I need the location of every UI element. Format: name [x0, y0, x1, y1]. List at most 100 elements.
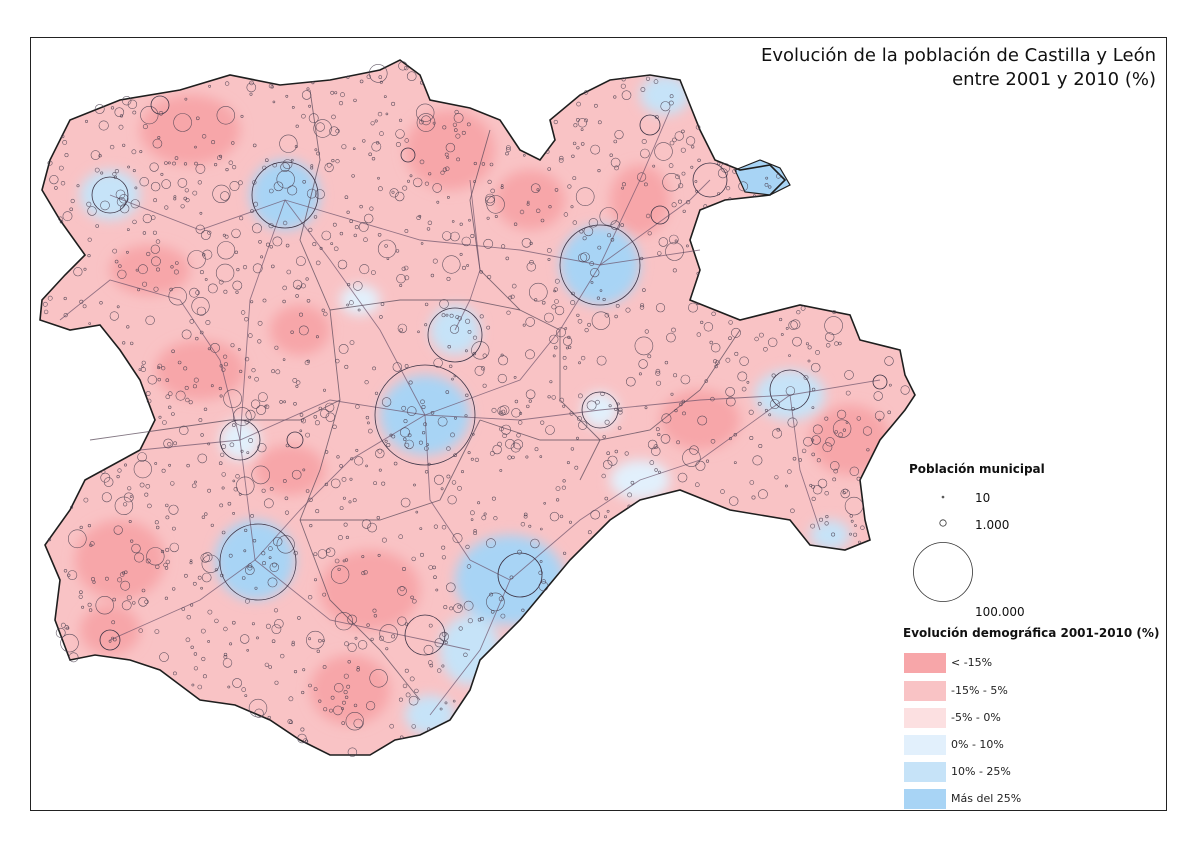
municipality-symbol	[559, 514, 564, 519]
municipality-symbol	[311, 81, 315, 85]
municipality-symbol	[450, 231, 460, 242]
municipality-symbol	[165, 559, 171, 565]
municipality-symbol	[862, 426, 873, 436]
municipality-symbol	[853, 532, 858, 537]
municipality-symbol	[180, 204, 185, 209]
municipality-symbol	[776, 427, 781, 432]
municipality-symbol	[419, 159, 425, 165]
municipality-symbol	[147, 503, 152, 509]
municipality-symbol	[603, 515, 607, 519]
municipality-symbol	[344, 195, 349, 199]
municipality-symbol	[356, 666, 360, 670]
municipality-symbol	[404, 229, 409, 233]
municipality-symbol	[229, 642, 233, 646]
municipality-symbol	[811, 452, 816, 457]
municipality-symbol	[207, 488, 212, 493]
municipality-symbol	[348, 500, 352, 504]
municipality-symbol	[330, 695, 335, 700]
municipality-symbol	[329, 708, 333, 713]
municipality-symbol	[491, 407, 497, 413]
municipality-symbol	[404, 364, 409, 368]
municipality-symbol	[403, 419, 408, 424]
municipality-symbol	[229, 181, 240, 192]
municipality-symbol	[248, 698, 268, 718]
municipality-symbol	[170, 481, 175, 486]
municipality-symbol	[289, 720, 293, 725]
municipality-symbol	[371, 157, 376, 161]
municipality-symbol	[739, 356, 749, 366]
municipality-symbol	[284, 510, 290, 515]
municipality-symbol	[115, 189, 126, 200]
municipality-symbol	[601, 473, 606, 479]
size-legend-label-100000: 100.000	[975, 605, 1025, 619]
municipality-symbol	[858, 540, 861, 544]
municipality-symbol	[442, 231, 452, 241]
municipality-symbol	[844, 496, 864, 516]
municipality-symbol	[640, 303, 645, 308]
municipality-symbol	[395, 142, 401, 148]
municipality-symbol	[832, 419, 852, 438]
municipality-symbol	[805, 342, 809, 346]
class-legend-label: 10% - 25%	[951, 765, 1011, 778]
municipality-symbol	[368, 64, 388, 83]
municipality-symbol	[152, 230, 157, 235]
municipality-symbol	[60, 633, 79, 653]
municipality-symbol	[100, 472, 111, 483]
municipality-symbol	[165, 547, 170, 552]
municipality-symbol	[410, 595, 414, 600]
municipality-symbol	[292, 377, 298, 383]
municipality-symbol	[364, 380, 369, 385]
municipality-symbol	[570, 300, 576, 306]
municipality-symbol	[453, 128, 458, 132]
size-legend-label-10: 10	[975, 491, 991, 505]
municipality-symbol	[778, 317, 783, 322]
municipality-symbol	[119, 114, 124, 118]
municipality-symbol	[617, 409, 623, 415]
municipality-symbol	[836, 409, 847, 420]
municipality-symbol	[212, 184, 231, 203]
municipality-symbol	[696, 302, 700, 306]
municipality-symbol	[252, 143, 257, 148]
municipality-symbol	[444, 701, 448, 705]
municipality-symbol	[602, 435, 606, 439]
municipality-symbol	[248, 333, 253, 338]
municipality-symbol	[454, 109, 459, 115]
municipality-symbol	[586, 400, 597, 411]
municipality-symbol	[268, 546, 273, 551]
municipality-symbol	[169, 287, 173, 292]
municipality-symbol	[553, 119, 558, 125]
municipality-symbol	[251, 399, 261, 409]
municipality-symbol	[445, 582, 456, 593]
municipality-symbol	[697, 415, 708, 426]
municipality-symbol	[246, 451, 250, 455]
municipality-symbol	[558, 157, 564, 163]
municipality-symbol	[47, 160, 53, 166]
municipality-symbol	[252, 538, 257, 543]
municipality-symbol	[174, 156, 179, 160]
municipality-symbol	[216, 241, 236, 260]
municipality-symbol	[91, 577, 96, 582]
municipality-symbol	[534, 298, 538, 302]
municipality-symbol	[487, 179, 492, 184]
municipality-symbol	[614, 130, 624, 140]
municipality-symbol	[457, 604, 462, 609]
municipality-symbol	[571, 154, 575, 159]
municipality-symbol	[528, 282, 548, 302]
municipality-symbol	[346, 210, 350, 214]
municipality-symbol	[165, 515, 170, 520]
municipality-symbol	[640, 148, 650, 159]
municipality-symbol	[397, 616, 407, 626]
municipality-symbol	[510, 442, 521, 453]
municipality-symbol	[314, 420, 320, 426]
municipality-symbol	[381, 397, 392, 407]
municipality-symbol	[197, 180, 202, 185]
municipality-symbol	[232, 678, 242, 688]
municipality-symbol	[597, 120, 602, 125]
municipality-symbol	[353, 718, 363, 729]
municipality-symbol	[316, 151, 321, 156]
municipality-symbol	[446, 276, 451, 281]
municipality-symbol	[301, 113, 306, 119]
municipality-symbol	[113, 637, 117, 642]
municipality-symbol	[728, 496, 739, 506]
municipality-symbol	[590, 509, 601, 520]
